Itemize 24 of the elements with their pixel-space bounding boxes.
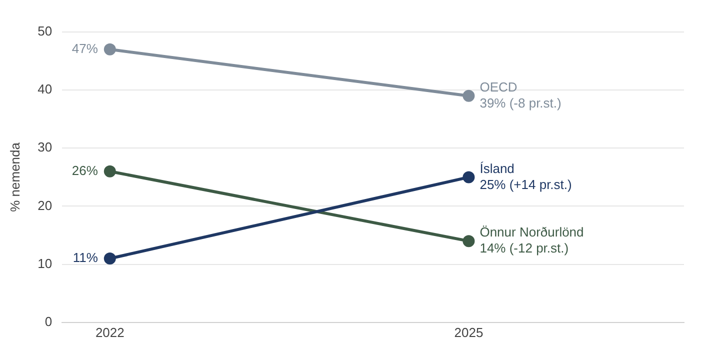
data-label: 25% (+14 pr.st.)	[480, 176, 572, 192]
data-label: 14% (-12 pr.st.)	[480, 240, 569, 256]
data-label: 39% (-8 pr.st.)	[480, 95, 562, 110]
y-tick-label: 30	[38, 140, 52, 155]
x-tick-label: 2022	[95, 324, 124, 340]
series-label: Önnur Norðurlönd	[480, 224, 584, 240]
y-tick-label: 40	[38, 82, 52, 97]
point	[104, 43, 116, 56]
x-tick-label: 2025	[454, 324, 484, 340]
y-tick-label: 10	[38, 256, 52, 271]
series-label: OECD	[480, 79, 518, 94]
point	[462, 90, 475, 102]
data-label: 11%	[72, 250, 98, 266]
data-label: 47%	[72, 41, 98, 56]
series-label: Ísland	[480, 160, 514, 176]
y-tick-label: 0	[44, 314, 52, 329]
data-label: 26%	[72, 162, 98, 178]
point	[462, 171, 475, 184]
y-tick-label: 20	[38, 198, 52, 213]
y-tick-label: 50	[38, 24, 52, 39]
point	[104, 165, 116, 178]
point	[462, 235, 475, 248]
y-axis-title: % nemenda	[7, 142, 22, 212]
point	[104, 252, 116, 265]
